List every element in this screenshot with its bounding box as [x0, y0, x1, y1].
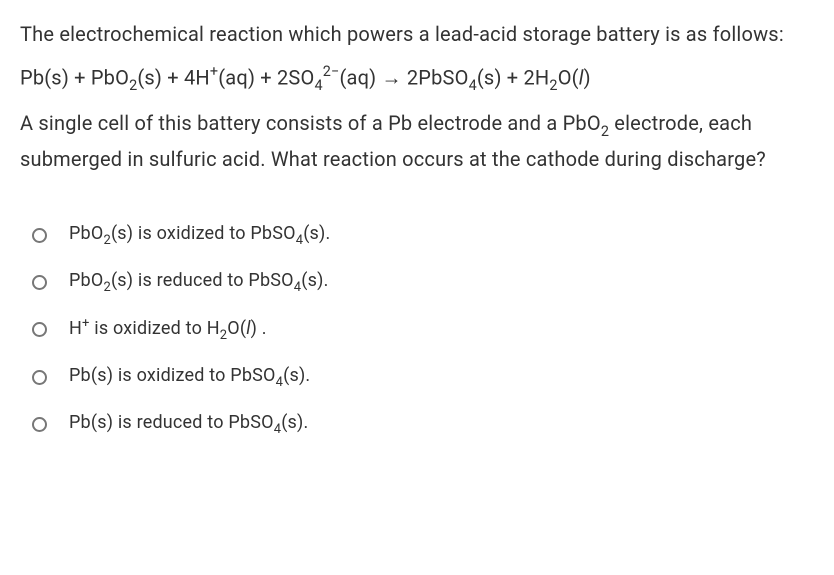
- option-row[interactable]: H+ is oxidized to H2O(l) .: [20, 314, 814, 345]
- option-label: Pb(s) is reduced to PbSO4(s).: [69, 409, 308, 439]
- question-paragraph-1: The electrochemical reaction which power…: [20, 18, 814, 51]
- option-row[interactable]: PbO2(s) is reduced to PbSO4(s).: [20, 267, 814, 297]
- option-label: H+ is oxidized to H2O(l) .: [69, 314, 267, 345]
- radio-icon[interactable]: [32, 322, 47, 337]
- options-group: PbO2(s) is oxidized to PbSO4(s). PbO2(s)…: [20, 220, 814, 439]
- radio-icon[interactable]: [32, 417, 47, 432]
- question-paragraph-2: A single cell of this battery consists o…: [20, 107, 814, 176]
- question-stem: The electrochemical reaction which power…: [20, 18, 814, 176]
- option-row[interactable]: Pb(s) is reduced to PbSO4(s).: [20, 409, 814, 439]
- option-row[interactable]: Pb(s) is oxidized to PbSO4(s).: [20, 362, 814, 392]
- option-label: PbO2(s) is reduced to PbSO4(s).: [69, 267, 329, 297]
- option-label: PbO2(s) is oxidized to PbSO4(s).: [69, 220, 330, 250]
- option-label: Pb(s) is oxidized to PbSO4(s).: [69, 362, 310, 392]
- reaction-equation: Pb(s) + PbO2(s) + 4H+(aq) + 2SO42−(aq) →…: [20, 61, 814, 97]
- radio-icon[interactable]: [32, 370, 47, 385]
- radio-icon[interactable]: [32, 275, 47, 290]
- radio-icon[interactable]: [32, 228, 47, 243]
- option-row[interactable]: PbO2(s) is oxidized to PbSO4(s).: [20, 220, 814, 250]
